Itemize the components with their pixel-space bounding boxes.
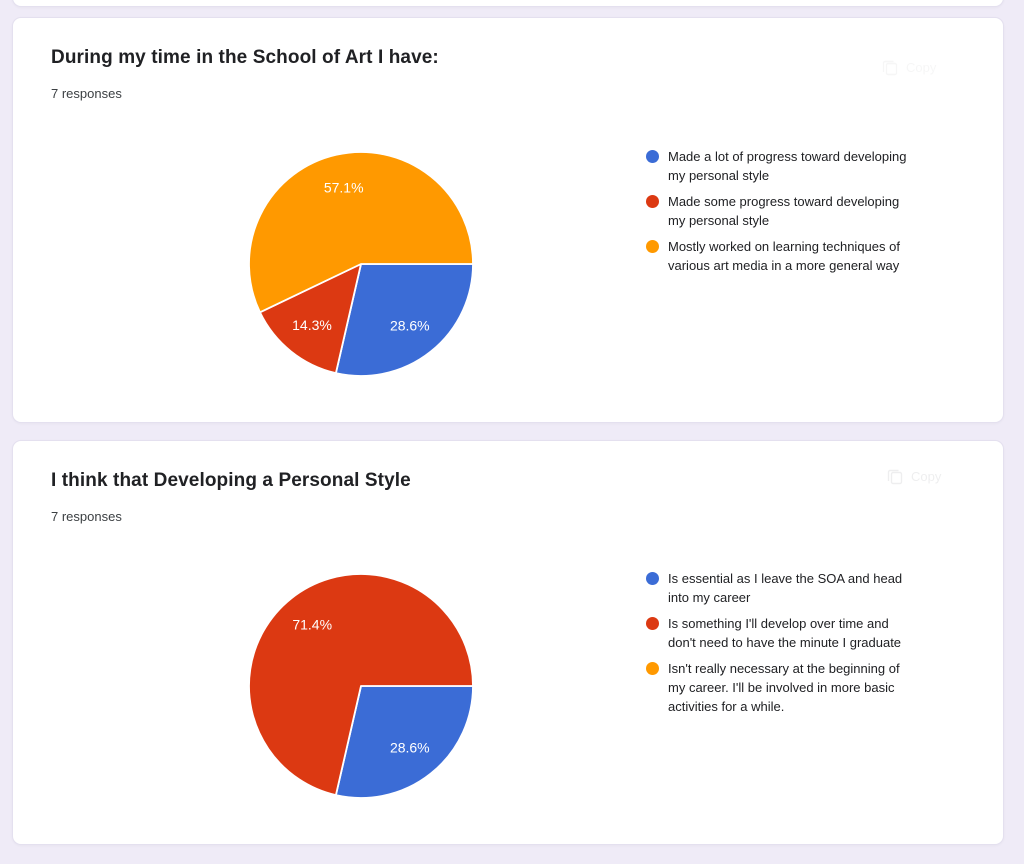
legend-item: Made a lot of progress toward developing…	[646, 147, 956, 185]
legend-swatch-icon	[646, 662, 659, 675]
pie-slice-percentage: 57.1%	[324, 180, 364, 196]
previous-card-partial	[12, 0, 1004, 7]
legend-item: Mostly worked on learning techniques of …	[646, 237, 956, 275]
legend-item: Isn't really necessary at the beginning …	[646, 659, 956, 716]
legend-label: Mostly worked on learning techniques of …	[668, 239, 900, 273]
legend-label: Is something I'll develop over time and …	[668, 616, 902, 650]
legend-label: Isn't really necessary at the beginning …	[668, 661, 900, 714]
copy-button[interactable]: Copy	[886, 467, 941, 485]
question-title: During my time in the School of Art I ha…	[51, 47, 439, 68]
copy-button[interactable]: Copy	[881, 58, 936, 76]
pie-slice[interactable]	[259, 263, 362, 375]
legend-swatch-icon	[646, 617, 659, 630]
copy-button-label: Copy	[906, 59, 937, 75]
chart-legend: Is essential as I leave the SOA and head…	[646, 569, 956, 723]
pie-slice[interactable]	[334, 685, 474, 799]
legend-item: Is something I'll develop over time and …	[646, 614, 956, 652]
pie-slice[interactable]	[248, 573, 474, 797]
pie-slice[interactable]	[248, 151, 474, 314]
question-card-2: I think that Developing a Personal Style…	[12, 440, 1004, 845]
pie-chart[interactable]: 28.6% 71.4%	[246, 571, 476, 801]
copy-icon	[882, 60, 898, 76]
legend-swatch-icon	[646, 195, 659, 208]
response-count: 7 responses	[51, 509, 122, 524]
question-card-1: During my time in the School of Art I ha…	[12, 17, 1004, 423]
legend-item: Is essential as I leave the SOA and head…	[646, 569, 956, 607]
pie-slice-percentage: 28.6%	[390, 739, 430, 755]
legend-item: Made some progress toward developing my …	[646, 192, 956, 230]
copy-button-label: Copy	[911, 468, 942, 484]
pie-slice-percentage: 28.6%	[390, 317, 430, 333]
copy-icon	[887, 469, 903, 485]
legend-swatch-icon	[646, 150, 659, 163]
legend-label: Is essential as I leave the SOA and head…	[668, 571, 903, 605]
legend-swatch-icon	[646, 572, 659, 585]
question-title: I think that Developing a Personal Style	[51, 470, 411, 491]
pie-slice-percentage: 71.4%	[292, 617, 332, 633]
pie-chart[interactable]: 28.6% 14.3% 57.1%	[246, 149, 476, 379]
legend-label: Made some progress toward developing my …	[668, 194, 900, 228]
pie-slice[interactable]	[334, 263, 474, 377]
legend-label: Made a lot of progress toward developing…	[668, 149, 907, 183]
response-count: 7 responses	[51, 86, 122, 101]
chart-legend: Made a lot of progress toward developing…	[646, 147, 956, 282]
pie-slice-percentage: 14.3%	[292, 317, 332, 333]
legend-swatch-icon	[646, 240, 659, 253]
